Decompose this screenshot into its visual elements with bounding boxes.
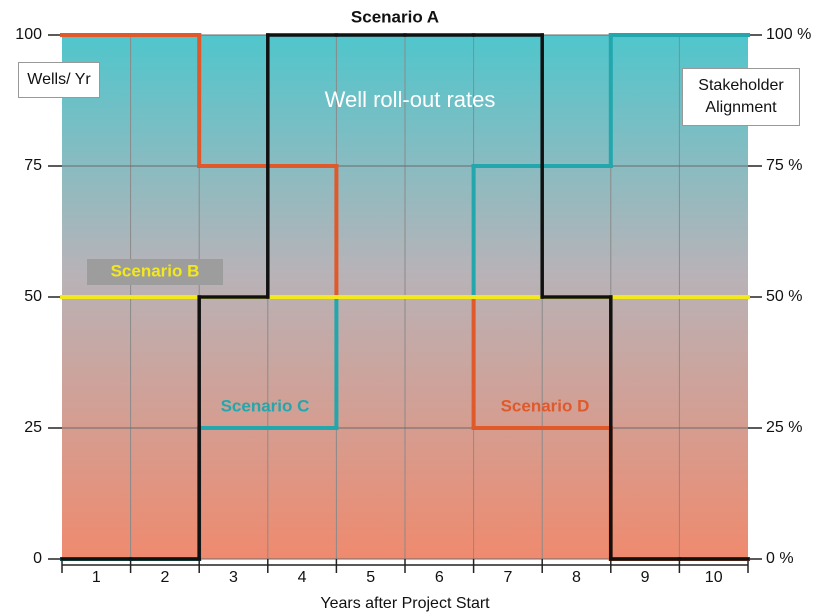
x-tick-label: 7 (503, 569, 512, 586)
series-label: Scenario C (221, 396, 310, 415)
y-tick-label: 25 (24, 419, 42, 436)
x-tick-label: 10 (705, 569, 723, 586)
chart-title: Well roll-out rates (325, 87, 496, 112)
y-tick-label: 50 (24, 288, 42, 305)
x-tick-label: 2 (160, 569, 169, 586)
y-axis-label: Wells/ Yr (18, 62, 100, 98)
y2-tick-label: 0 % (766, 550, 794, 567)
y2-tick-label: 50 % (766, 288, 802, 305)
x-tick-label: 8 (572, 569, 581, 586)
y-tick-label: 100 (15, 26, 42, 43)
series-label: Scenario D (501, 396, 590, 415)
series-label: Scenario A (351, 7, 439, 26)
series-label: Scenario B (111, 261, 200, 280)
y2-tick-label: 100 % (766, 26, 811, 43)
x-tick-label: 6 (435, 569, 444, 586)
x-axis-label: Years after Project Start (320, 595, 490, 612)
x-tick-label: 4 (298, 569, 307, 586)
y2-axis-label: Stakeholder Alignment (682, 68, 800, 126)
y2-tick-label: 75 % (766, 157, 802, 174)
x-tick-label: 3 (229, 569, 238, 586)
x-tick-label: 1 (92, 569, 101, 586)
series-label-bg (87, 259, 223, 285)
x-tick-label: 9 (641, 569, 650, 586)
y-tick-label: 0 (33, 550, 42, 567)
y2-tick-label: 25 % (766, 419, 802, 436)
x-tick-label: 5 (366, 569, 375, 586)
y-tick-label: 75 (24, 157, 42, 174)
